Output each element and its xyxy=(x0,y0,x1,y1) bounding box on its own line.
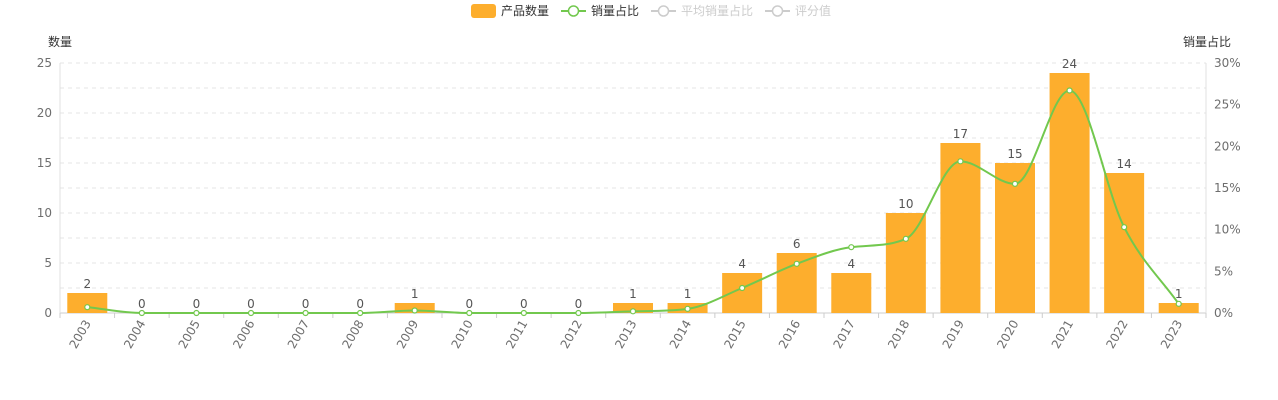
y-right-tick-label: 30% xyxy=(1214,56,1241,70)
legend-label[interactable]: 平均销量占比 xyxy=(681,3,753,18)
x-tick-label: 2016 xyxy=(776,318,803,351)
bar[interactable] xyxy=(995,163,1035,313)
bar-value-label: 2 xyxy=(83,277,91,291)
x-tick-label: 2007 xyxy=(285,318,312,351)
line-point[interactable] xyxy=(1175,300,1182,307)
line-point[interactable] xyxy=(138,309,145,317)
bar-value-label: 1 xyxy=(684,287,692,301)
bar[interactable] xyxy=(613,303,653,313)
legend-line-marker[interactable] xyxy=(567,5,580,17)
line-point[interactable] xyxy=(357,309,364,317)
y-left-tick-label: 0 xyxy=(44,306,52,320)
bar-value-label: 1 xyxy=(1175,287,1183,301)
line-point[interactable] xyxy=(193,309,200,317)
line-point[interactable] xyxy=(793,260,800,267)
legend-label[interactable]: 产品数量 xyxy=(501,3,549,18)
line-point[interactable] xyxy=(302,309,309,317)
x-tick-label: 2013 xyxy=(612,318,639,351)
bar[interactable] xyxy=(1049,73,1090,313)
y-right-tick-label: 0% xyxy=(1214,306,1233,320)
x-tick-label: 2020 xyxy=(994,318,1021,351)
x-tick-label: 2012 xyxy=(558,318,585,351)
x-tick-label: 2021 xyxy=(1049,318,1076,351)
y-left-tick-label: 15 xyxy=(37,156,52,170)
line-point[interactable] xyxy=(466,309,473,317)
line-point[interactable] xyxy=(1011,180,1019,187)
y-left-tick-label: 5 xyxy=(44,256,52,270)
y-right-tick-label: 20% xyxy=(1214,139,1241,153)
line-point[interactable] xyxy=(739,284,746,292)
sales-share-line xyxy=(87,89,1180,314)
y-left-tick-label: 25 xyxy=(37,56,52,70)
y-right-tick-label: 15% xyxy=(1214,181,1241,195)
line-point[interactable] xyxy=(1066,87,1073,94)
y-right-tick-label: 5% xyxy=(1214,264,1233,278)
legend-label[interactable]: 销量占比 xyxy=(591,3,639,18)
line-point[interactable] xyxy=(848,244,855,251)
x-tick-label: 2023 xyxy=(1158,318,1185,351)
bar-value-label: 4 xyxy=(847,257,855,271)
bar-value-label: 0 xyxy=(138,297,146,311)
line-point[interactable] xyxy=(411,307,418,314)
line-point[interactable] xyxy=(247,309,255,317)
bar[interactable] xyxy=(1104,173,1145,313)
bar[interactable] xyxy=(1158,303,1199,313)
bar[interactable] xyxy=(831,273,872,313)
bar-value-label: 0 xyxy=(465,297,473,311)
x-tick-label: 2011 xyxy=(503,318,530,351)
x-tick-label: 2008 xyxy=(339,318,366,351)
legend-bar-swatch[interactable] xyxy=(471,4,496,18)
x-tick-label: 2004 xyxy=(121,318,148,351)
line-point[interactable] xyxy=(520,309,527,317)
y-right-tick-label: 10% xyxy=(1214,223,1241,237)
bar-value-label: 10 xyxy=(898,197,913,211)
line-point[interactable] xyxy=(902,235,909,242)
bar-value-label: 0 xyxy=(356,297,364,311)
x-tick-label: 2009 xyxy=(394,318,421,351)
legend-line-marker[interactable] xyxy=(771,5,784,17)
line-point[interactable] xyxy=(957,158,964,165)
bar-value-label: 14 xyxy=(1117,157,1132,171)
bar-value-label: 0 xyxy=(575,297,583,311)
bar-value-label: 1 xyxy=(629,287,637,301)
legend-line-marker[interactable] xyxy=(657,5,670,17)
y-left-tick-label: 20 xyxy=(37,106,52,120)
x-tick-label: 2014 xyxy=(667,318,694,351)
bar-value-label: 24 xyxy=(1062,57,1077,71)
line-point[interactable] xyxy=(1121,224,1128,231)
x-tick-label: 2017 xyxy=(830,318,857,351)
x-tick-label: 2005 xyxy=(176,318,203,351)
bar-value-label: 15 xyxy=(1007,147,1022,161)
x-tick-label: 2010 xyxy=(448,318,475,351)
bar-value-label: 0 xyxy=(302,297,310,311)
line-point[interactable] xyxy=(84,304,91,311)
bar-value-label: 17 xyxy=(953,127,968,141)
line-point[interactable] xyxy=(684,305,691,312)
y-left-tick-label: 10 xyxy=(37,206,52,220)
bar-value-label: 0 xyxy=(193,297,201,311)
x-tick-label: 2019 xyxy=(940,318,967,351)
bar[interactable] xyxy=(885,213,926,313)
bar-value-label: 4 xyxy=(738,257,746,271)
bar-value-label: 0 xyxy=(247,297,255,311)
x-tick-label: 2003 xyxy=(66,318,93,351)
legend-label[interactable]: 评分值 xyxy=(795,3,831,18)
bar[interactable] xyxy=(722,273,763,313)
line-point[interactable] xyxy=(575,309,582,317)
y-left-axis-name: 数量 xyxy=(48,34,72,49)
bar-value-label: 6 xyxy=(793,237,801,251)
x-tick-label: 2015 xyxy=(721,318,748,351)
x-tick-label: 2006 xyxy=(230,318,257,351)
bar[interactable] xyxy=(940,143,981,313)
bar-value-label: 1 xyxy=(411,287,419,301)
x-tick-label: 2022 xyxy=(1103,318,1130,351)
line-point[interactable] xyxy=(629,308,637,315)
y-right-tick-label: 25% xyxy=(1214,98,1241,112)
y-right-axis-name: 销量占比 xyxy=(1183,34,1231,49)
bar-value-label: 0 xyxy=(520,297,528,311)
x-tick-label: 2018 xyxy=(885,318,912,351)
